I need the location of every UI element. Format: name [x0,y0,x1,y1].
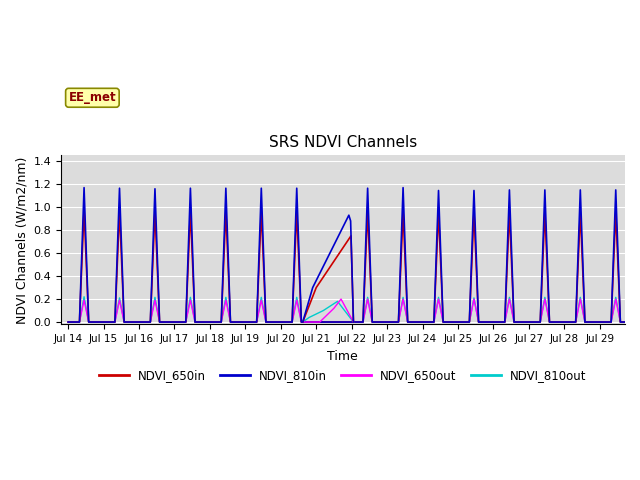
NDVI_650out [247,319,255,325]
Line: NDVI_810out: NDVI_810out [68,297,636,322]
NDVI_810in [632,319,639,325]
NDVI_650out [161,319,169,325]
NDVI_650out [64,319,72,325]
NDVI_810in [177,319,184,325]
NDVI_650out [632,319,639,325]
NDVI_810out [80,294,88,300]
NDVI_650in [399,209,407,215]
NDVI_810in [399,185,407,191]
NDVI_650out [399,296,407,302]
NDVI_810out [399,294,407,300]
Title: SRS NDVI Channels: SRS NDVI Channels [269,135,417,150]
NDVI_810out [632,319,639,325]
NDVI_810in [80,185,88,191]
Line: NDVI_650in: NDVI_650in [68,209,636,322]
Text: EE_met: EE_met [68,91,116,104]
NDVI_650in [80,206,88,212]
Y-axis label: NDVI Channels (W/m2/nm): NDVI Channels (W/m2/nm) [15,156,28,324]
X-axis label: Time: Time [328,349,358,362]
NDVI_810in [298,319,305,325]
NDVI_650in [177,319,184,325]
NDVI_650in [64,319,72,325]
NDVI_650in [298,319,305,325]
NDVI_810out [247,319,255,325]
NDVI_810out [298,319,305,325]
NDVI_650in [247,319,255,325]
NDVI_650in [253,319,260,325]
NDVI_650out [232,319,240,325]
Line: NDVI_810in: NDVI_810in [68,188,636,322]
NDVI_650out [283,319,291,325]
NDVI_650in [632,319,639,325]
NDVI_650in [288,319,296,325]
NDVI_650out [293,297,301,303]
NDVI_810in [288,319,296,325]
NDVI_810in [253,319,260,325]
NDVI_810in [247,319,255,325]
NDVI_810out [64,319,72,325]
Line: NDVI_650out: NDVI_650out [68,299,636,322]
NDVI_810out [177,319,184,325]
NDVI_810in [64,319,72,325]
NDVI_650out [364,296,371,302]
NDVI_810out [288,319,296,325]
NDVI_810out [253,319,260,325]
Legend: NDVI_650in, NDVI_810in, NDVI_650out, NDVI_810out: NDVI_650in, NDVI_810in, NDVI_650out, NDV… [95,364,591,386]
